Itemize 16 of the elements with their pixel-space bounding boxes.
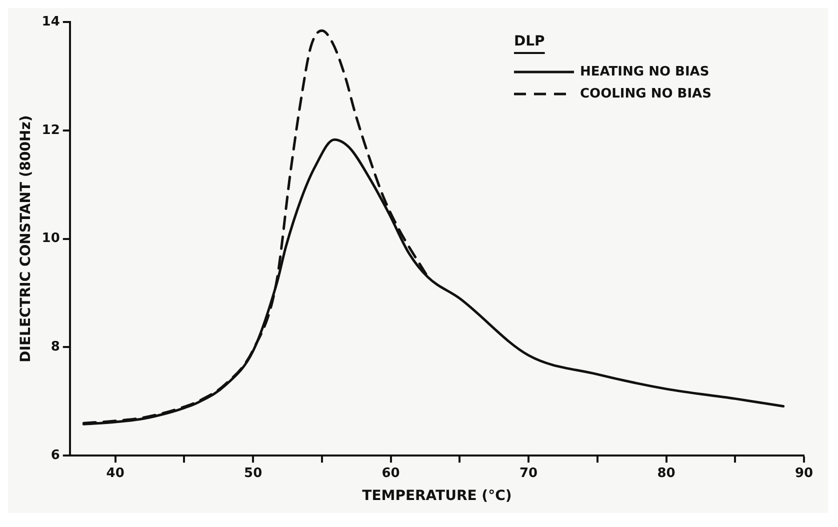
- x-tick-label: 60: [382, 466, 400, 481]
- x-tick-label: 90: [794, 466, 814, 481]
- legend-label: HEATING NO BIAS: [580, 64, 710, 80]
- legend-label: COOLING NO BIAS: [580, 86, 712, 102]
- x-tick-label: 70: [519, 466, 538, 481]
- y-tick-label: 14: [42, 14, 60, 30]
- x-tick-label: 50: [244, 466, 262, 481]
- legend-title: DLP: [514, 34, 545, 50]
- x-tick-label: 40: [106, 466, 124, 481]
- y-tick-label: 10: [42, 231, 60, 246]
- y-tick-label: 8: [50, 340, 60, 355]
- x-tick-label: 80: [657, 466, 676, 481]
- y-tick-label: 6: [50, 448, 60, 463]
- y-tick-label: 12: [42, 122, 60, 138]
- y-axis-title: DIELECTRIC CONSTANT (800Hz): [18, 115, 34, 362]
- x-axis-title: TEMPERATURE (°C): [362, 488, 512, 504]
